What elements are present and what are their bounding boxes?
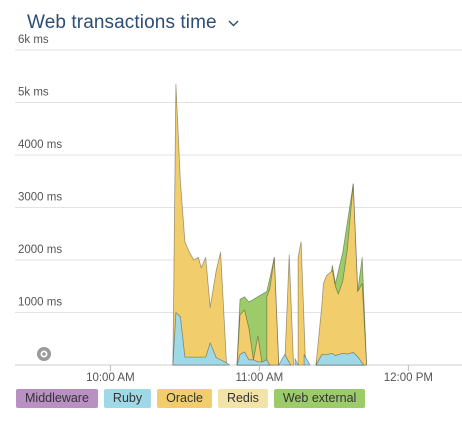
y-tick-label: 1000 ms: [18, 297, 62, 309]
legend-item-oracle[interactable]: Oracle: [157, 389, 212, 408]
y-tick-label: 3000 ms: [18, 192, 62, 204]
legend: Middleware Ruby Oracle Redis Web external: [16, 389, 366, 408]
y-axis-ticks: 1000 ms 2000 ms 3000 ms 4000 ms 5k ms 6k ms: [18, 34, 62, 309]
chevron-down-icon[interactable]: [228, 20, 239, 27]
series-area-ruby: [278, 354, 292, 366]
series-area-oracle: [266, 257, 280, 366]
series-area-ruby: [315, 352, 365, 366]
chart-header: Web transactions time: [27, 10, 239, 36]
legend-item-middleware[interactable]: Middleware: [16, 389, 98, 408]
series-area-oracle: [315, 183, 367, 366]
series-area-ruby: [294, 358, 299, 366]
series-area-ruby: [303, 354, 311, 366]
y-tick-label: 6k ms: [18, 34, 49, 46]
y-tick-label: 4000 ms: [18, 139, 62, 151]
series-layer: [172, 83, 367, 366]
series-area-oracle: [284, 254, 294, 366]
grid-layer: [15, 49, 462, 366]
series-area-oracle: [297, 241, 306, 366]
legend-item-ruby[interactable]: Ruby: [103, 389, 152, 408]
chart-title: Web transactions time: [27, 12, 217, 33]
legend-item-redis[interactable]: Redis: [217, 389, 268, 408]
legend-item-web-external[interactable]: Web external: [273, 389, 366, 408]
y-tick-label: 5k ms: [18, 87, 49, 99]
x-tick-label: 12:00 PM: [384, 372, 433, 384]
eye-icon[interactable]: [37, 347, 51, 361]
x-tick-label: 10:00 AM: [86, 372, 135, 384]
chart-plot: 1000 ms 2000 ms 3000 ms 4000 ms 5k ms 6k ms 1…: [15, 34, 462, 384]
y-tick-label: 2000 ms: [18, 244, 62, 256]
series-area-ruby: [236, 351, 271, 366]
series-area-oracle: [172, 83, 227, 366]
x-tick-label: 11:00 AM: [235, 372, 283, 384]
series-area-oracle: [236, 309, 263, 366]
x-axis-ticks: 10:00 AM 11:00 AM 12:00 PM: [86, 365, 433, 384]
series-area-ruby: [172, 312, 230, 366]
